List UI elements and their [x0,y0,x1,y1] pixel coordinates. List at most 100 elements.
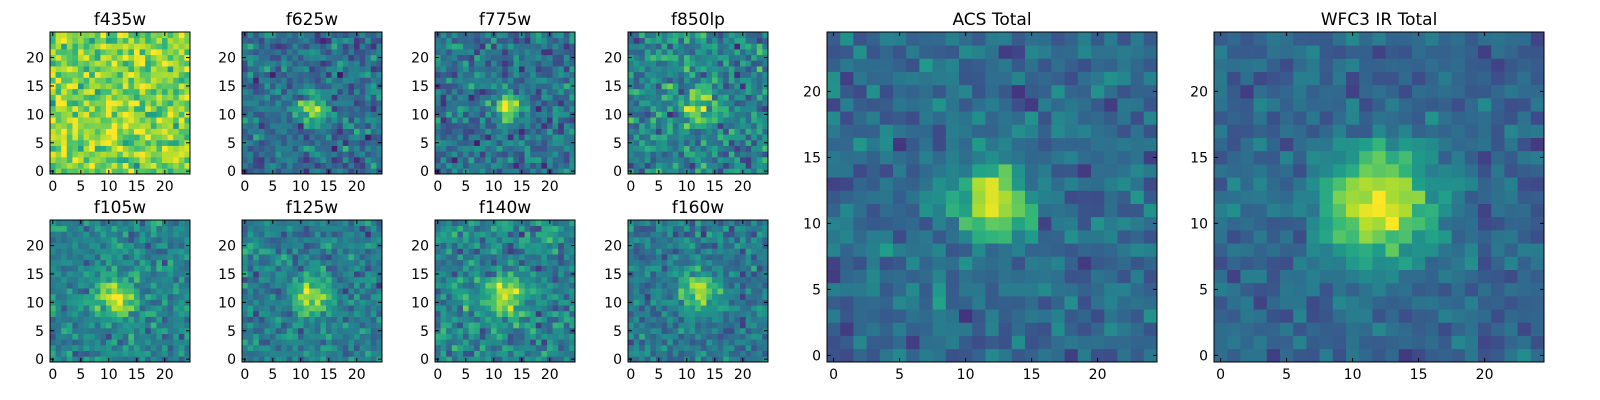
heatmap-cell [111,151,118,158]
heatmap-cell [513,350,520,357]
heatmap-cell [661,128,668,135]
heatmap-cell [253,265,260,272]
heatmap-cell [253,49,260,56]
heatmap-cell [150,151,157,158]
heatmap-cell [173,339,180,346]
heatmap-cell [370,225,377,232]
heatmap-cell [474,299,481,306]
heatmap-cell [314,134,321,141]
heatmap-cell [94,242,101,249]
heatmap-cell [519,49,525,56]
heatmap-cell [519,293,525,300]
heatmap-cell [162,122,168,129]
heatmap-cell [139,350,146,357]
heatmap-cell [72,88,79,95]
heatmap-cell [354,327,360,334]
heatmap-cell [275,111,282,118]
heatmap-cell [258,43,265,50]
heatmap-cell [89,282,96,289]
heatmap-cell [446,231,453,238]
heatmap-cell [639,94,646,101]
heatmap-cell [513,333,520,340]
heatmap-cell [50,293,56,300]
heatmap-cell [348,71,355,78]
heatmap-cell [496,162,503,169]
heatmap-cell [530,271,537,278]
heatmap-cell [633,322,640,329]
heatmap-cell [275,66,282,73]
heatmap-cell [524,356,531,363]
heatmap-cell [656,156,662,163]
heatmap-cell [134,288,140,295]
heatmap-cell [83,310,90,317]
heatmap-cell [530,350,537,357]
heatmap-cell [309,259,316,266]
heatmap-cell [258,350,265,357]
heatmap-cell [320,231,327,238]
heatmap-cell [633,339,640,346]
heatmap-cell [507,168,514,175]
heatmap-cell [644,128,651,135]
heatmap-cell [569,43,576,50]
heatmap-cell [89,350,96,357]
heatmap-cell [569,37,576,44]
y-tick-label: 10 [411,295,429,311]
heatmap-cell [519,88,525,95]
heatmap-cell [117,83,124,90]
heatmap-cell [365,105,372,112]
heatmap-cell [320,299,327,306]
heatmap-cell [756,54,763,61]
heatmap-cell [72,162,79,169]
heatmap-cell [740,43,746,50]
heatmap-cell [178,145,185,152]
heatmap-cell [457,71,464,78]
heatmap-cell [303,168,310,175]
heatmap-cell [78,37,84,44]
heatmap-cell [496,225,503,232]
heatmap-cell [184,339,191,346]
heatmap-cell [502,350,509,357]
heatmap-cell [519,37,525,44]
heatmap-cell [700,344,707,351]
heatmap-cell [446,32,453,39]
heatmap-cell [303,145,310,152]
heatmap-cell [94,66,101,73]
heatmap-cell [689,128,696,135]
heatmap-cell [145,94,152,101]
heatmap-cell [547,316,553,323]
heatmap-cell [734,128,741,135]
heatmap-cell [723,333,730,340]
heatmap-cell [479,122,486,129]
heatmap-cell [650,339,657,346]
heatmap-cell [723,288,730,295]
heatmap-cell [184,350,191,357]
heatmap-cell [61,32,68,39]
heatmap-cell [89,162,96,169]
heatmap-cell [502,145,509,152]
x-tick-label: 0 [240,179,249,195]
heatmap-cell [348,288,355,295]
heatmap-cell [712,43,718,50]
heatmap-cell [541,333,548,340]
heatmap-cell [286,94,293,101]
heatmap-cell [258,288,265,295]
heatmap-cell [253,282,260,289]
heatmap-cell [762,88,769,95]
heatmap-cell [644,356,651,363]
heatmap-cell [745,54,752,61]
heatmap-cell [717,282,724,289]
heatmap-cell [446,305,453,312]
heatmap-cell [94,305,101,312]
heatmap-cell [496,322,503,329]
heatmap-cell [122,356,129,363]
heatmap-cell [756,145,763,152]
heatmap-cell [667,282,674,289]
heatmap-cell [61,122,68,129]
heatmap-cell [314,71,321,78]
heatmap-cell [524,316,531,323]
heatmap-cell [292,83,299,90]
x-tick-label: 20 [348,179,366,195]
heatmap-cell [451,111,458,118]
heatmap-cell [50,237,56,244]
heatmap-cell [242,248,248,255]
